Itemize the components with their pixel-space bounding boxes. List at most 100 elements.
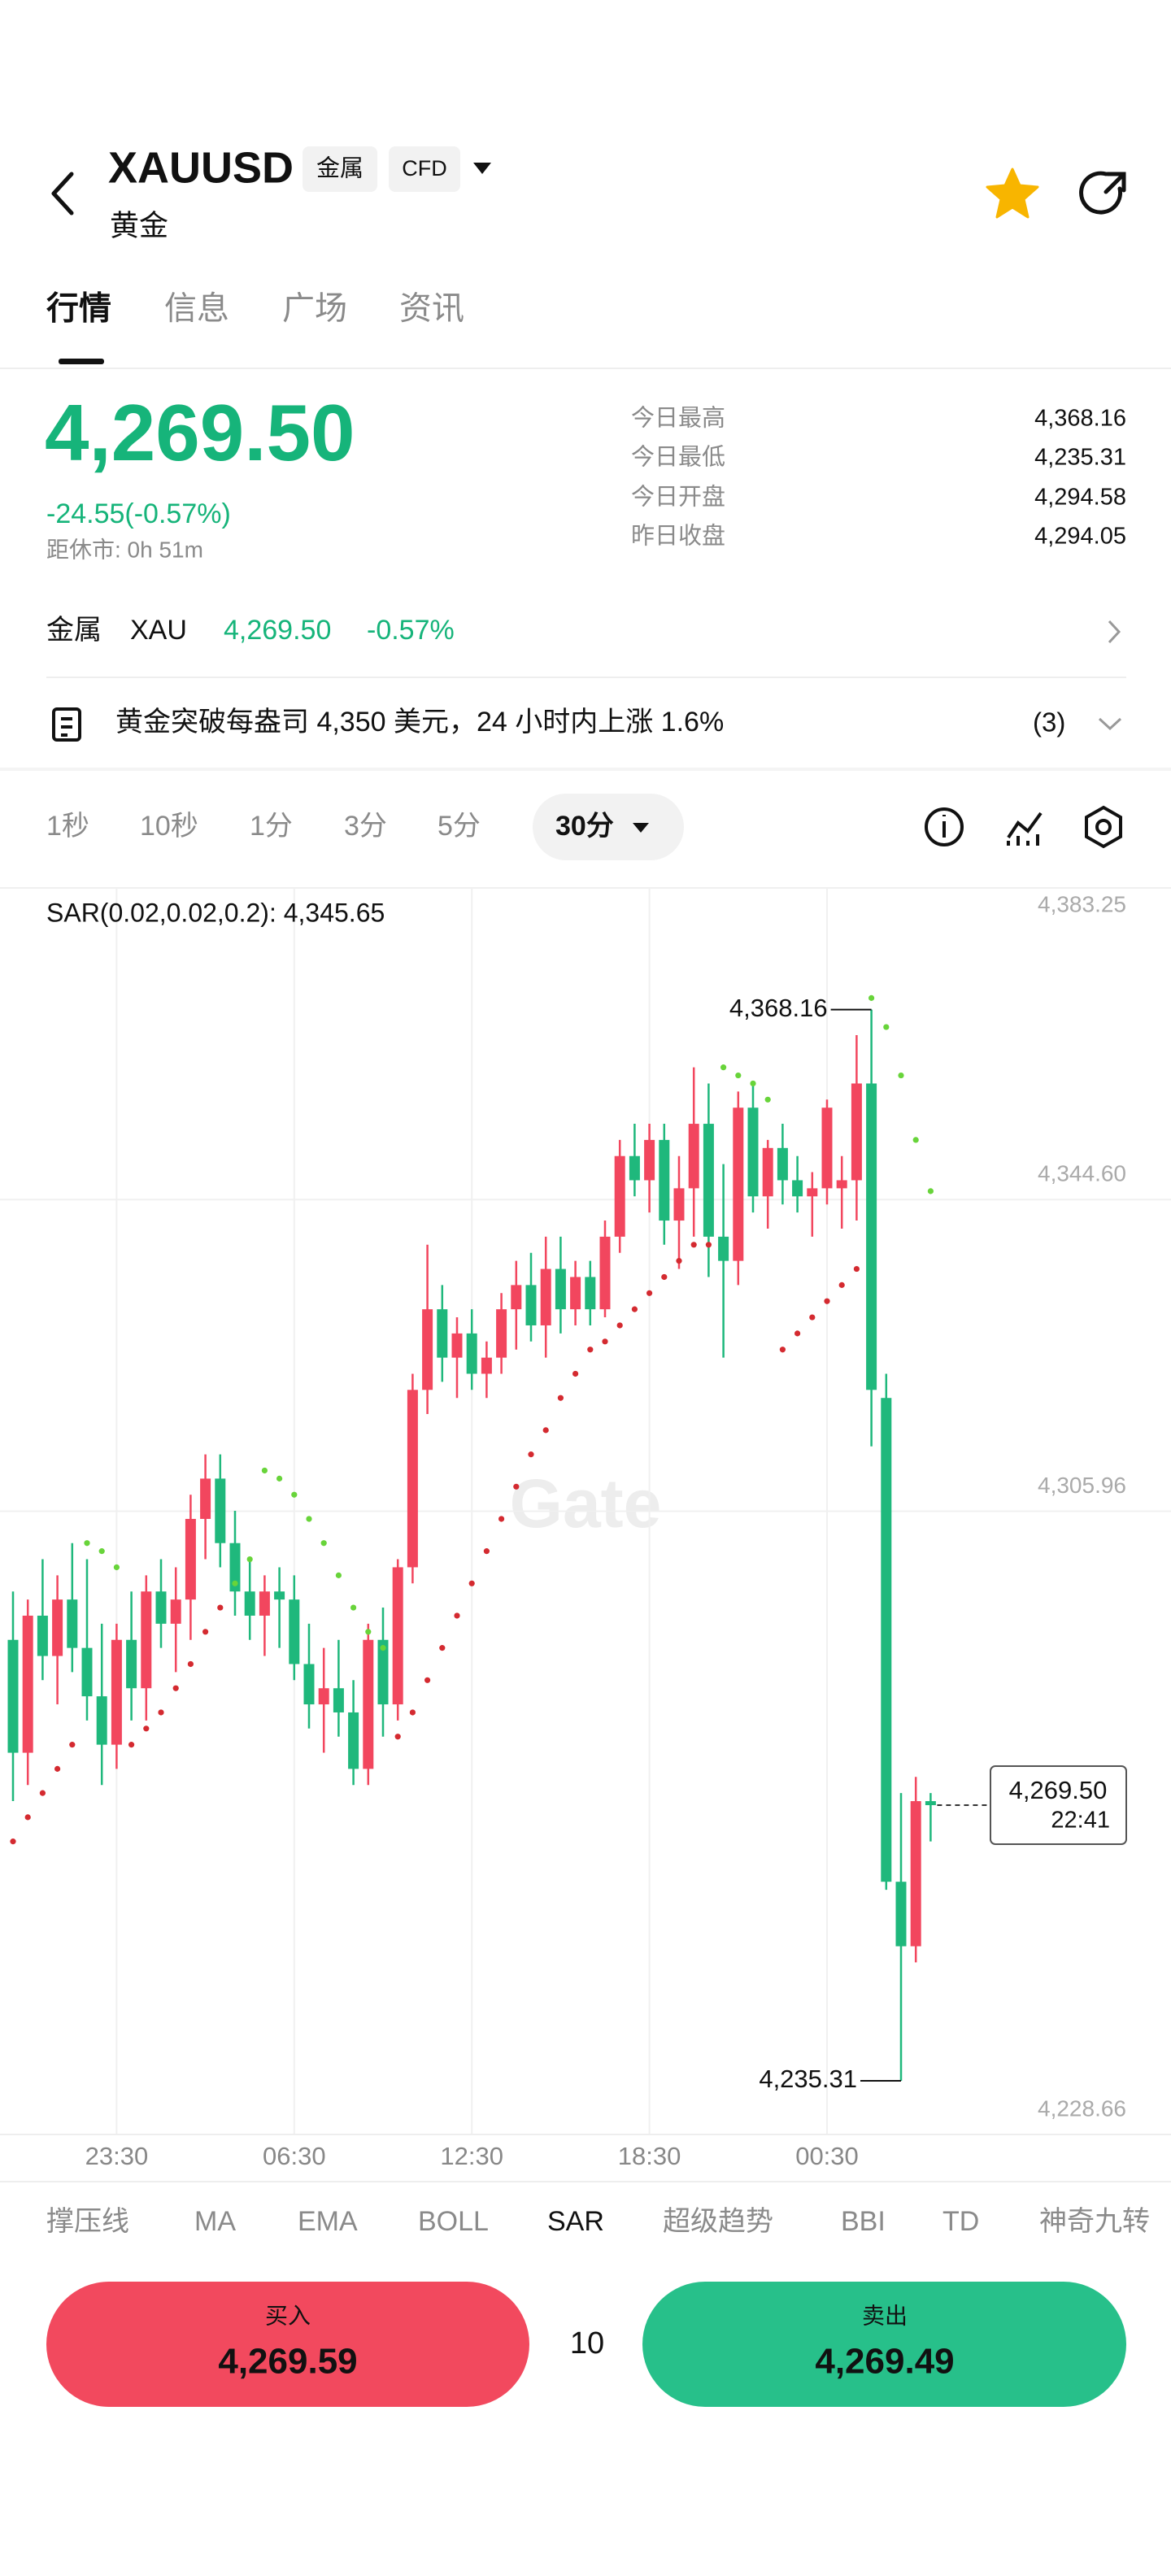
sar-dot — [276, 1475, 283, 1482]
candle-body — [407, 1390, 418, 1568]
sar-dot — [557, 1395, 564, 1401]
sar-dot — [483, 1548, 490, 1555]
sar-dot — [809, 1314, 816, 1321]
sar-dot — [350, 1604, 357, 1611]
news-text: 黄金突破每盎司 4,350 美元，24 小时内上涨 1.6% — [115, 707, 724, 738]
indicator-tab[interactable]: TD — [942, 2206, 979, 2237]
sar-dot — [143, 1725, 150, 1732]
sar-dot — [454, 1612, 460, 1619]
candle-body — [644, 1139, 655, 1181]
candle-body — [599, 1236, 611, 1310]
indicator-tab[interactable]: 神奇九转 — [1039, 2206, 1150, 2237]
y-tick-label: 4,228.66 — [1038, 2095, 1126, 2121]
candle-body — [111, 1639, 122, 1745]
candle-body — [7, 1639, 19, 1753]
candle-body — [688, 1124, 699, 1189]
sar-dot — [98, 1548, 105, 1555]
sar-dot — [883, 1024, 890, 1030]
candle-body — [185, 1518, 196, 1600]
tab[interactable]: 广场 — [282, 291, 347, 327]
sell-button[interactable]: 卖出 4,269.49 — [642, 2282, 1126, 2407]
y-tick-label: 4,383.25 — [1038, 891, 1126, 916]
x-tick-label: 06:30 — [263, 2142, 326, 2170]
related-price: 4,269.50 — [224, 615, 331, 646]
stat-label: 今日最低 — [631, 444, 725, 471]
favorite-star[interactable] — [986, 168, 1039, 219]
market-close: 距休市: 0h 51m — [46, 537, 203, 562]
last-price-label: 4,269.50 — [1009, 1776, 1108, 1804]
divider — [0, 768, 1171, 771]
indicator-tab[interactable]: BOLL — [418, 2206, 489, 2237]
indicator-tab[interactable]: 撑压线 — [46, 2206, 129, 2237]
sar-dot — [646, 1290, 653, 1296]
sar-dot — [380, 1645, 386, 1651]
tab[interactable]: 行情 — [46, 291, 111, 327]
tab[interactable]: 信息 — [164, 291, 229, 327]
sar-dot — [838, 1281, 845, 1288]
candle-body — [496, 1309, 507, 1358]
sar-dot — [69, 1742, 76, 1748]
candle-body — [318, 1688, 329, 1705]
candle-body — [792, 1180, 803, 1197]
candle-body — [570, 1277, 581, 1310]
candle-body — [851, 1083, 862, 1181]
candle-body — [141, 1591, 152, 1689]
candle-body — [807, 1188, 818, 1197]
sar-dot — [720, 1064, 727, 1071]
watermark: Gate — [510, 1465, 662, 1542]
indicator-button[interactable] — [1007, 812, 1043, 846]
buy-button[interactable]: 买入 4,269.59 — [46, 2282, 529, 2407]
related-symbol: XAU — [130, 615, 187, 646]
chevron — [1108, 620, 1121, 644]
sar-dot — [320, 1540, 327, 1547]
candle-body — [333, 1688, 344, 1712]
candle-body — [910, 1801, 921, 1947]
indicator-tab[interactable]: MA — [194, 2206, 236, 2237]
indicator-tab[interactable]: BBI — [841, 2206, 886, 2237]
candle-body — [244, 1591, 255, 1616]
interval[interactable]: 10秒 — [140, 811, 198, 842]
related-change: -0.57% — [367, 615, 455, 646]
interval[interactable]: 3分 — [344, 811, 387, 842]
buy-price: 4,269.59 — [218, 2342, 357, 2382]
candle-body — [925, 1801, 936, 1806]
tag-box — [303, 146, 377, 192]
interval[interactable]: 5分 — [437, 811, 481, 842]
candle-body — [836, 1180, 847, 1189]
related-row[interactable]: 金属 XAU 4,269.50 -0.57% — [46, 615, 1121, 646]
sar-dot — [498, 1516, 505, 1522]
indicator-tab[interactable]: EMA — [298, 2206, 358, 2237]
interval[interactable]: 1分 — [250, 811, 293, 842]
countdown: 22:41 — [1051, 1808, 1110, 1834]
candle-body — [289, 1599, 300, 1664]
sar-dot — [690, 1242, 697, 1248]
sar-dot — [10, 1838, 16, 1845]
share-button[interactable] — [1079, 171, 1126, 215]
interval[interactable]: 1秒 — [46, 811, 89, 842]
interval-pill[interactable] — [533, 794, 684, 860]
back-button[interactable] — [51, 172, 74, 215]
indicator-tab[interactable]: 超级趋势 — [663, 2206, 773, 2237]
extreme-label: 4,368.16 — [729, 994, 828, 1022]
x-tick-label: 00:30 — [795, 2142, 859, 2170]
sell-label: 卖出 — [862, 2303, 908, 2328]
news-row[interactable]: 黄金突破每盎司 4,350 美元，24 小时内上涨 1.6% (3) — [52, 707, 1122, 742]
info-button[interactable] — [925, 807, 964, 846]
candle-body — [392, 1567, 403, 1705]
dropdown-caret — [633, 823, 649, 833]
tab[interactable]: 资讯 — [399, 291, 464, 327]
candle-body — [466, 1333, 477, 1374]
dropdown-caret[interactable] — [473, 163, 491, 174]
indicator-tab[interactable]: SAR — [547, 2206, 604, 2237]
settings-button[interactable] — [1085, 805, 1122, 849]
sar-dot — [409, 1709, 416, 1716]
price-change: -24.55(-0.57%) — [46, 498, 231, 529]
sar-dot — [853, 1265, 860, 1273]
candle-body — [733, 1107, 744, 1261]
quantity[interactable]: 10 — [570, 2326, 604, 2361]
stat-label: 今日开盘 — [631, 484, 725, 511]
candle-body — [718, 1236, 729, 1261]
interval[interactable]: 30分 — [555, 811, 614, 842]
sar-dot — [794, 1330, 801, 1337]
candle-body — [525, 1285, 537, 1325]
